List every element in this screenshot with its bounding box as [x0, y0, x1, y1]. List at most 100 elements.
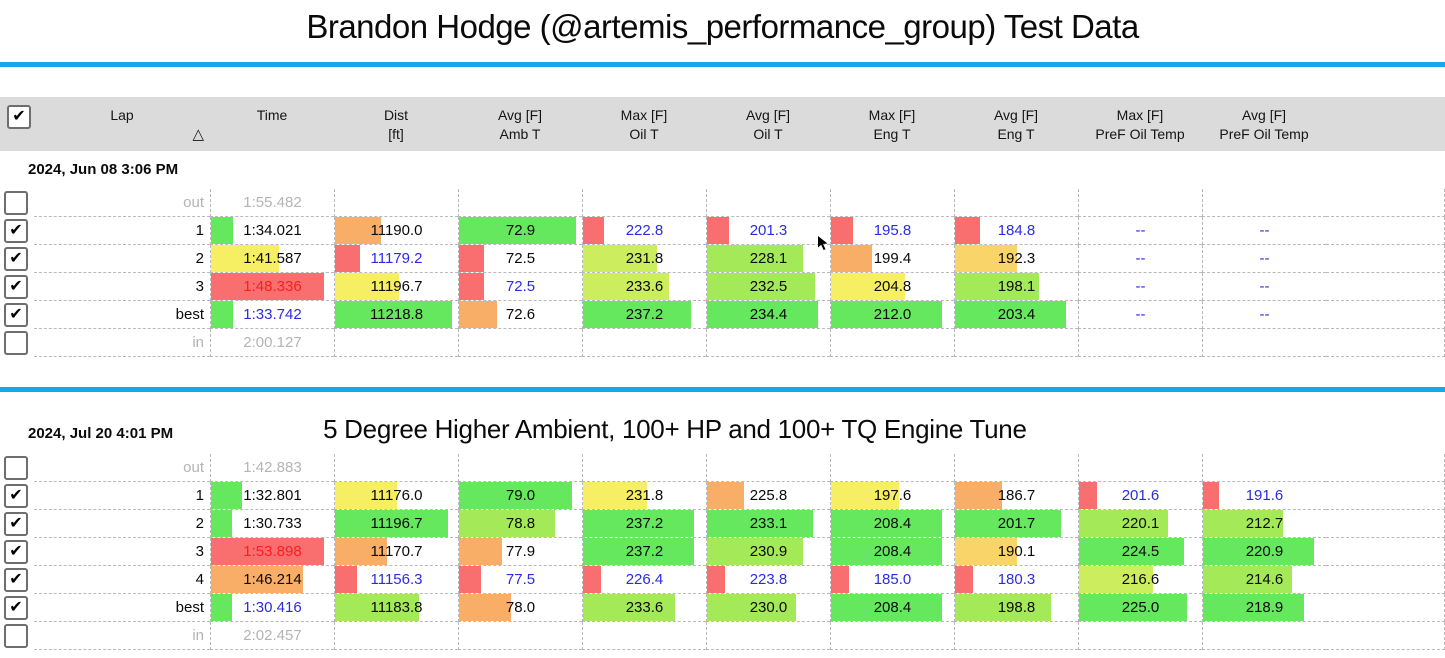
column-header-time[interactable]: Time	[256, 107, 288, 123]
cell-pref_oil_max: --	[1078, 245, 1202, 273]
row-checkbox[interactable]: ✔	[4, 484, 28, 508]
cell-value: 1:42.883	[243, 459, 302, 476]
cell-value: 11190.0	[370, 222, 423, 239]
cell-amb_avg: 78.8	[458, 510, 582, 538]
value-bar	[335, 538, 387, 565]
cell-pref_oil_max: 220.1	[1078, 510, 1202, 538]
cell-value: 72.5	[505, 278, 536, 295]
lap-label-cell: 1	[34, 217, 210, 245]
cell-time: 1:32.801	[210, 482, 334, 510]
row-checkbox[interactable]: ✔	[4, 247, 28, 271]
row-checkbox[interactable]: ✔	[4, 596, 28, 620]
row-checkbox[interactable]	[4, 191, 28, 215]
cell-time: 2:02.457	[210, 622, 334, 650]
lap-row-1: ✔ 1 1:34.021 11190.0 72.9 222.8 201.3 195.8 184.…	[0, 217, 1445, 245]
lap-label-cell: 3	[34, 273, 210, 301]
value-bar	[831, 482, 899, 509]
value-bar	[1079, 482, 1098, 509]
column-header-eng_avg[interactable]: Avg [F] Eng T	[993, 107, 1039, 142]
row-checkbox[interactable]	[4, 624, 28, 648]
cell-value: 230.0	[749, 599, 788, 616]
value-bar	[1079, 510, 1168, 537]
row-checkbox[interactable]: ✔	[4, 219, 28, 243]
section-divider-top	[0, 62, 1445, 67]
column-header-oil_max[interactable]: Max [F] Oil T	[620, 107, 668, 142]
column-header-dist[interactable]: Dist [ft]	[383, 107, 409, 142]
cell-dist: 11183.8	[334, 594, 458, 622]
column-header-pref_oil_max[interactable]: Max [F] PreF Oil Temp	[1095, 107, 1185, 142]
cell-value: 237.2	[625, 515, 664, 532]
row-checkbox[interactable]	[4, 331, 28, 355]
row-filler	[1326, 510, 1445, 538]
cell-value: 11176.0	[370, 487, 423, 504]
cell-eng_avg: 198.1	[954, 273, 1078, 301]
cell-eng_max: 212.0	[830, 301, 954, 329]
cell-eng_avg: 180.3	[954, 566, 1078, 594]
cell-eng_avg	[954, 189, 1078, 217]
cell-time: 1:41.587	[210, 245, 334, 273]
cell-oil_max	[582, 454, 706, 482]
lap-label: best	[175, 306, 204, 323]
cell-value: 224.5	[1121, 543, 1160, 560]
row-checkbox[interactable]	[4, 456, 28, 480]
lap-row-in: in 2:00.127	[0, 329, 1445, 357]
row-select-cell: ✔	[0, 538, 34, 566]
row-filler	[1326, 217, 1445, 245]
row-select-cell	[0, 189, 34, 217]
value-bar	[707, 566, 726, 593]
lap-label-cell: 1	[34, 482, 210, 510]
cell-oil_avg	[706, 454, 830, 482]
cell-value: 1:53.898	[243, 543, 302, 560]
cell-value: 233.1	[749, 515, 788, 532]
value-bar	[707, 217, 730, 244]
cell-eng_max	[830, 454, 954, 482]
value-bar	[583, 566, 602, 593]
cell-oil_avg: 233.1	[706, 510, 830, 538]
cell-oil_avg: 228.1	[706, 245, 830, 273]
lap-row-out: out 1:55.482	[0, 189, 1445, 217]
cell-value: 233.6	[625, 599, 664, 616]
value-bar	[335, 510, 449, 537]
cell-eng_max: 197.6	[830, 482, 954, 510]
cell-pref_oil_avg: --	[1202, 273, 1326, 301]
cell-pref_oil_max: 224.5	[1078, 538, 1202, 566]
value-bar	[335, 594, 419, 621]
row-checkbox[interactable]: ✔	[4, 275, 28, 299]
cell-pref_oil_max	[1078, 329, 1202, 357]
lap-label: out	[183, 194, 204, 211]
row-checkbox[interactable]: ✔	[4, 540, 28, 564]
cell-value: 201.6	[1121, 487, 1160, 504]
row-checkbox[interactable]: ✔	[4, 568, 28, 592]
cell-dist	[334, 189, 458, 217]
select-all-checkbox[interactable]: ✔	[7, 105, 31, 129]
cell-pref_oil_max: --	[1078, 273, 1202, 301]
cell-eng_avg: 192.3	[954, 245, 1078, 273]
value-bar	[335, 245, 360, 272]
row-checkbox[interactable]: ✔	[4, 303, 28, 327]
column-header-eng_max[interactable]: Max [F] Eng T	[868, 107, 916, 142]
column-header-pref_oil_avg[interactable]: Avg [F] PreF Oil Temp	[1219, 107, 1309, 142]
lap-label-cell: in	[34, 329, 210, 357]
row-select-cell: ✔	[0, 301, 34, 329]
column-header-lap[interactable]: Lap △	[34, 97, 210, 151]
cell-pref_oil_avg	[1202, 454, 1326, 482]
cell-pref_oil_avg	[1202, 189, 1326, 217]
cell-value: 1:46.214	[243, 571, 302, 588]
column-header-amb_avg[interactable]: Avg [F] Amb T	[497, 107, 543, 142]
cell-value: 212.0	[873, 306, 912, 323]
cell-oil_avg	[706, 622, 830, 650]
cell-value: 186.7	[997, 487, 1036, 504]
lap-label-cell: out	[34, 189, 210, 217]
cell-value: 237.2	[625, 543, 664, 560]
lap-label: 2	[195, 515, 204, 532]
row-filler	[1326, 273, 1445, 301]
lap-label-cell: in	[34, 622, 210, 650]
cell-value: --	[1259, 306, 1270, 323]
lap-label: in	[192, 627, 204, 644]
column-header-oil_avg[interactable]: Avg [F] Oil T	[745, 107, 791, 142]
value-bar	[211, 594, 232, 621]
cell-eng_avg: 201.7	[954, 510, 1078, 538]
cell-oil_max: 222.8	[582, 217, 706, 245]
cell-value: 220.9	[1245, 543, 1284, 560]
row-checkbox[interactable]: ✔	[4, 512, 28, 536]
